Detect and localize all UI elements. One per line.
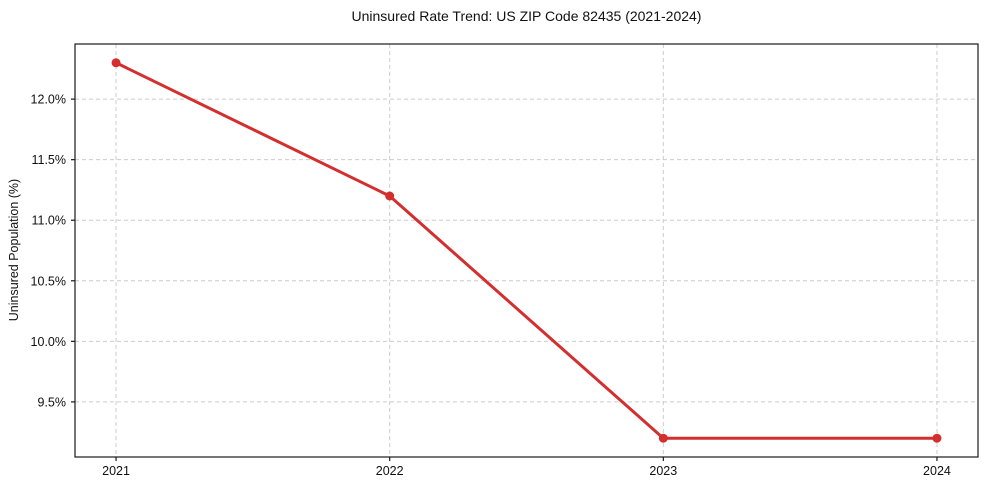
data-point-marker	[111, 58, 121, 68]
data-point-marker	[658, 433, 668, 443]
axes-spines	[74, 43, 979, 458]
x-tick-label: 2023	[649, 464, 677, 478]
y-tick-label: 11.0%	[31, 214, 66, 228]
x-tick-label: 2024	[923, 464, 951, 478]
y-tick-label: 11.5%	[31, 153, 66, 167]
y-tick-label: 10.0%	[31, 335, 66, 349]
y-tick-label: 12.0%	[31, 93, 66, 107]
x-tick-label: 2021	[102, 464, 130, 478]
x-tick-label: 2022	[376, 464, 404, 478]
data-point-marker	[385, 191, 395, 201]
chart-title: Uninsured Rate Trend: US ZIP Code 82435 …	[351, 8, 702, 24]
data-point-marker	[932, 433, 942, 443]
data-line-uninsured-rate	[114, 61, 939, 440]
y-tick-label: 9.5%	[38, 395, 67, 409]
y-tick-label: 10.5%	[31, 274, 66, 288]
